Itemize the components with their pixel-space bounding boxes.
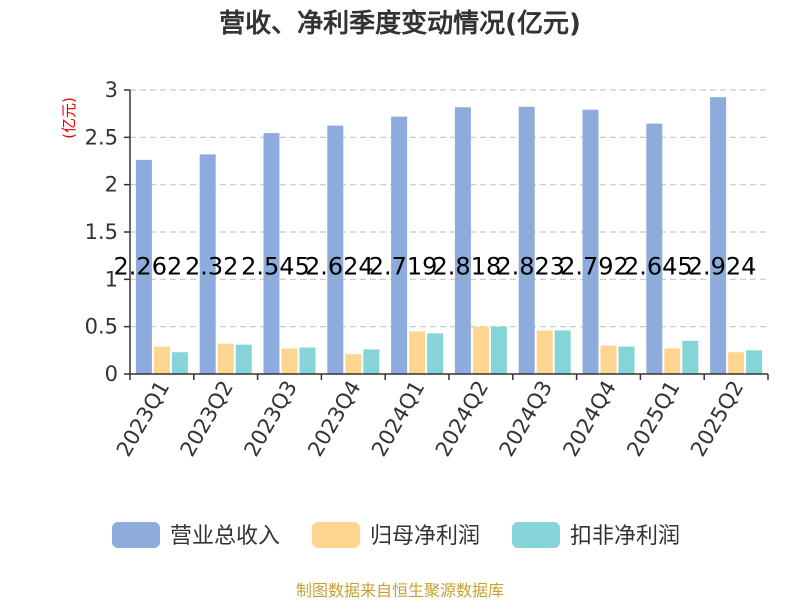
x-tick-label: 2024Q4 [558, 377, 620, 461]
x-tick-label: 2024Q2 [431, 377, 493, 461]
bar-2023Q3-0 [263, 133, 280, 374]
x-tick-label: 2023Q3 [239, 377, 301, 461]
x-tick-label: 2023Q2 [176, 377, 238, 461]
gridlines [124, 89, 768, 375]
bar-2024Q2-2 [490, 326, 507, 374]
data-label: 2.624 [305, 253, 374, 281]
bar-2024Q4-2 [618, 346, 635, 374]
legend: 营业总收入 归母净利润 扣非净利润 [112, 522, 680, 549]
bar-2023Q3-2 [299, 347, 316, 374]
y-tick-label: 3 [105, 78, 118, 102]
bar-2023Q4-0 [327, 125, 344, 374]
bar-2023Q2-2 [235, 344, 252, 374]
bar-2025Q2-0 [710, 97, 727, 374]
legend-swatch-1 [312, 522, 360, 548]
bar-2024Q1-2 [427, 333, 444, 374]
y-tick-label: 0.5 [85, 315, 118, 339]
y-tick-label: 2.5 [85, 125, 118, 149]
bar-2023Q1-1 [153, 346, 170, 374]
x-tick-label: 2023Q4 [303, 377, 365, 461]
source-note: 制图数据来自恒生聚源数据库 [296, 581, 504, 600]
legend-swatch-0 [112, 522, 160, 548]
x-tick-labels: 2023Q1 2023Q2 2023Q3 2023Q4 2024Q1 2024Q2 2024… [112, 377, 749, 461]
chart-title: 营收、净利季度变动情况(亿元) [219, 8, 581, 39]
x-tick-label: 2023Q1 [112, 377, 174, 461]
bar-2025Q1-2 [682, 340, 699, 374]
bars-group [135, 97, 763, 375]
bar-2024Q1-0 [391, 116, 408, 375]
bar-2024Q2-0 [454, 107, 471, 374]
bar-2023Q2-1 [217, 343, 234, 374]
bar-2023Q1-0 [135, 159, 152, 374]
data-label: 2.792 [560, 253, 629, 281]
bar-2024Q3-0 [518, 106, 535, 375]
y-tick-label: 1 [105, 267, 118, 291]
data-label: 2.645 [624, 253, 693, 281]
legend-label-1: 归母净利润 [370, 524, 480, 549]
y-tick-label: 2 [105, 173, 118, 197]
bar-2024Q1-1 [409, 331, 426, 374]
legend-label-0: 营业总收入 [170, 524, 280, 549]
bar-2024Q3-2 [554, 330, 571, 374]
bar-2025Q1-1 [664, 348, 681, 374]
bar-2024Q2-1 [472, 326, 489, 374]
bar-2023Q4-1 [345, 354, 362, 374]
x-tick-label: 2025Q1 [622, 377, 684, 461]
data-label: 2.719 [369, 253, 438, 281]
data-label: 2.823 [496, 253, 565, 281]
data-label: 2.262 [114, 253, 183, 281]
y-tick-label: 0 [105, 362, 118, 386]
y-tick-label: 1.5 [85, 220, 118, 244]
bar-2024Q4-1 [600, 345, 617, 374]
axes [129, 90, 769, 380]
bar-2023Q2-0 [199, 154, 216, 374]
x-tick-label: 2024Q3 [495, 377, 557, 461]
data-label: 2.545 [241, 253, 310, 281]
bar-2024Q3-1 [536, 330, 553, 374]
legend-label-2: 扣非净利润 [570, 524, 680, 549]
y-tick-labels: 0 0.5 1 1.5 2 2.5 3 [85, 78, 118, 386]
x-tick-label: 2024Q1 [367, 377, 429, 461]
data-labels: 2.262 2.32 2.5452.6242.7192.8182.8232.7922… [114, 253, 757, 281]
x-tick-label: 2025Q2 [686, 377, 748, 461]
bar-2025Q2-1 [728, 352, 745, 374]
bar-2023Q1-2 [171, 352, 188, 374]
y-axis-unit-label: (亿元) [60, 97, 78, 139]
bar-2023Q3-1 [281, 348, 298, 374]
bar-2023Q4-2 [363, 349, 380, 374]
legend-swatch-2 [512, 522, 560, 548]
bar-2025Q2-2 [746, 350, 763, 374]
bar-2025Q1-0 [646, 123, 663, 375]
data-label: 2.924 [688, 253, 757, 281]
data-label: 2.818 [433, 253, 502, 281]
bar-2024Q4-0 [582, 109, 599, 374]
data-label: 2.32 [185, 253, 238, 281]
